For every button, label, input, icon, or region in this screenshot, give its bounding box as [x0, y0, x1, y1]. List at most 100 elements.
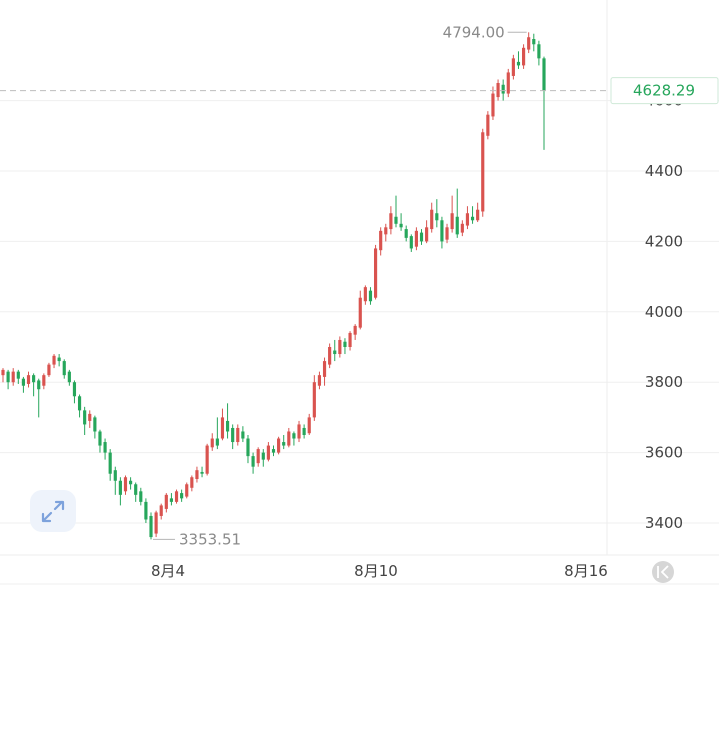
candle[interactable]: [394, 195, 398, 228]
expand-arrows-icon[interactable]: [30, 490, 76, 532]
candle[interactable]: [522, 44, 526, 69]
candle[interactable]: [338, 336, 342, 358]
candle[interactable]: [261, 449, 265, 467]
candle[interactable]: [118, 477, 122, 506]
candle[interactable]: [379, 227, 383, 256]
candle[interactable]: [368, 287, 373, 305]
candle[interactable]: [491, 86, 495, 120]
candle[interactable]: [277, 436, 281, 455]
candle[interactable]: [231, 424, 235, 450]
candle[interactable]: [501, 79, 505, 101]
candle[interactable]: [32, 373, 36, 397]
candle[interactable]: [149, 512, 153, 540]
candle[interactable]: [506, 68, 510, 98]
candle[interactable]: [47, 362, 51, 377]
candle[interactable]: [72, 380, 77, 404]
candle[interactable]: [389, 206, 393, 235]
candle[interactable]: [287, 427, 291, 448]
candle[interactable]: [404, 225, 408, 242]
candle[interactable]: [532, 33, 536, 52]
candle[interactable]: [425, 220, 429, 244]
candle[interactable]: [445, 223, 449, 244]
candle[interactable]: [511, 54, 515, 80]
candle[interactable]: [200, 466, 204, 478]
candle[interactable]: [333, 339, 337, 362]
candle[interactable]: [1, 368, 5, 383]
candle[interactable]: [246, 435, 250, 464]
candle[interactable]: [67, 369, 71, 386]
candle[interactable]: [399, 213, 403, 231]
candle[interactable]: [322, 357, 327, 386]
candle[interactable]: [62, 359, 66, 379]
candle[interactable]: [164, 493, 168, 513]
candle[interactable]: [215, 417, 219, 450]
candle[interactable]: [77, 394, 82, 418]
candle[interactable]: [185, 482, 189, 499]
candle[interactable]: [470, 206, 475, 224]
candle[interactable]: [83, 406, 87, 435]
candle[interactable]: [98, 429, 102, 453]
candle[interactable]: [363, 285, 367, 305]
candle[interactable]: [455, 188, 459, 238]
candle[interactable]: [358, 290, 362, 330]
candle[interactable]: [328, 343, 332, 369]
candle[interactable]: [414, 227, 418, 251]
candles-group[interactable]: [1, 32, 546, 540]
candle[interactable]: [174, 489, 179, 504]
candle[interactable]: [486, 111, 490, 140]
candle[interactable]: [527, 32, 531, 54]
candle[interactable]: [195, 466, 199, 483]
candle[interactable]: [113, 466, 117, 495]
candle[interactable]: [317, 371, 322, 390]
candle[interactable]: [450, 195, 454, 233]
candle[interactable]: [16, 369, 20, 384]
candle[interactable]: [496, 79, 500, 101]
candle[interactable]: [481, 128, 485, 217]
candle[interactable]: [205, 443, 209, 476]
candle[interactable]: [52, 354, 56, 369]
candle[interactable]: [430, 202, 434, 233]
candle[interactable]: [26, 371, 31, 388]
candle[interactable]: [241, 426, 245, 443]
candle[interactable]: [282, 435, 286, 450]
candle[interactable]: [348, 331, 352, 351]
candle[interactable]: [251, 452, 255, 474]
candle[interactable]: [210, 433, 214, 451]
candle[interactable]: [440, 216, 444, 249]
candle[interactable]: [11, 368, 15, 386]
candle[interactable]: [476, 202, 480, 223]
candle[interactable]: [144, 498, 148, 523]
candle[interactable]: [21, 376, 25, 393]
candle[interactable]: [353, 324, 357, 340]
candle[interactable]: [266, 442, 270, 462]
candle[interactable]: [103, 438, 107, 460]
candle[interactable]: [129, 477, 133, 490]
candle[interactable]: [57, 354, 61, 367]
candle[interactable]: [302, 424, 306, 439]
candle[interactable]: [6, 369, 10, 390]
candle[interactable]: [123, 475, 128, 495]
candle[interactable]: [292, 431, 296, 446]
candle[interactable]: [37, 378, 41, 418]
candle[interactable]: [542, 56, 546, 150]
candle[interactable]: [93, 415, 97, 439]
double-chevron-left-icon[interactable]: [652, 561, 674, 583]
candle[interactable]: [236, 424, 240, 446]
candle[interactable]: [220, 408, 225, 441]
candle[interactable]: [271, 445, 276, 457]
candle[interactable]: [384, 223, 388, 242]
candle[interactable]: [154, 510, 158, 538]
candle[interactable]: [169, 493, 174, 506]
candle[interactable]: [180, 489, 184, 502]
candle[interactable]: [159, 503, 163, 520]
candle[interactable]: [465, 206, 470, 230]
candle[interactable]: [88, 410, 92, 428]
candle[interactable]: [307, 413, 311, 435]
candle[interactable]: [537, 40, 541, 66]
candle[interactable]: [435, 199, 439, 228]
candle[interactable]: [139, 487, 143, 506]
candle[interactable]: [297, 420, 301, 443]
candle[interactable]: [419, 229, 424, 245]
candle[interactable]: [134, 482, 138, 502]
